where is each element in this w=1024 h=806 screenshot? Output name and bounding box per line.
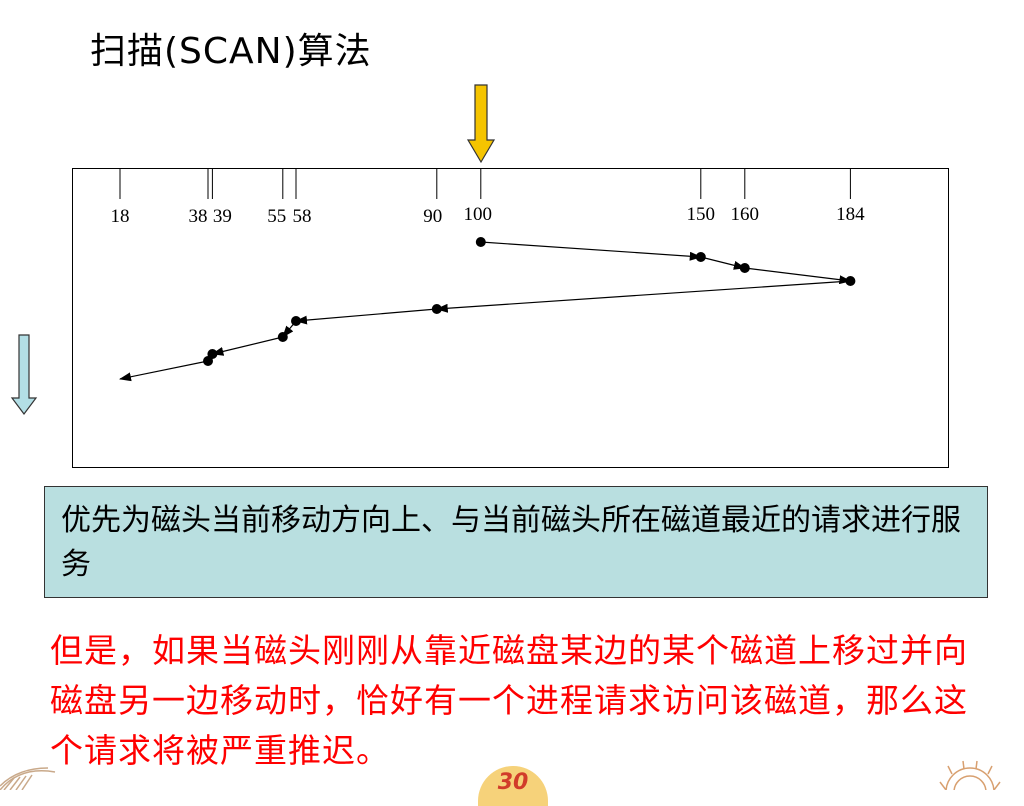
service-point-160 [739, 263, 750, 273]
service-point-38 [203, 356, 213, 366]
seek-segment-38-to-18 [119, 360, 209, 382]
track-label-58: 58 [293, 206, 312, 227]
scan-diagram: 18 38 39 55 58 90 100 150 160 184 [111, 169, 865, 382]
start-position-arrow-icon [466, 84, 496, 164]
track-label-55: 55 [267, 206, 286, 227]
service-point-90 [431, 304, 442, 314]
seek-segment-150-to-160 [700, 256, 746, 270]
track-label-38: 38 [189, 206, 208, 227]
track-label-184: 184 [836, 204, 865, 225]
description-box: 优先为磁头当前移动方向上、与当前磁头所在磁道最近的请求进行服务 [44, 486, 988, 598]
service-point-55 [277, 332, 288, 342]
page-number: 30 [497, 770, 529, 795]
slide-title: 扫描(SCAN)算法 [90, 31, 372, 72]
scan-diagram-box: 18 38 39 55 58 90 100 150 160 184 [72, 168, 949, 468]
track-label-150: 150 [687, 204, 716, 225]
service-point-184 [845, 276, 856, 286]
direction-arrow-icon [10, 334, 38, 415]
track-label-90: 90 [423, 206, 442, 227]
seek-segment-184-to-90 [435, 280, 851, 313]
track-label-100: 100 [464, 204, 493, 225]
service-point-100 [475, 237, 486, 247]
seek-segment-100-to-150 [480, 241, 702, 261]
seek-segment-55-to-39 [211, 336, 283, 356]
description-text: 优先为磁头当前移动方向上、与当前磁头所在磁道最近的请求进行服务 [61, 503, 961, 582]
track-label-18: 18 [111, 206, 130, 227]
seek-segment-160-to-184 [744, 267, 852, 285]
caveat-text: 但是，如果当磁头刚刚从靠近磁盘某边的某个磁道上移过并向磁盘另一边移动时，恰好有一… [50, 631, 968, 770]
corner-ornament-right-icon [939, 760, 1001, 790]
service-point-150 [695, 252, 706, 262]
service-point-58 [291, 316, 301, 326]
corner-ornament-left-icon [0, 767, 56, 790]
track-label-39: 39 [213, 206, 232, 227]
track-label-160: 160 [731, 204, 760, 225]
seek-segment-90-to-58 [295, 308, 437, 325]
